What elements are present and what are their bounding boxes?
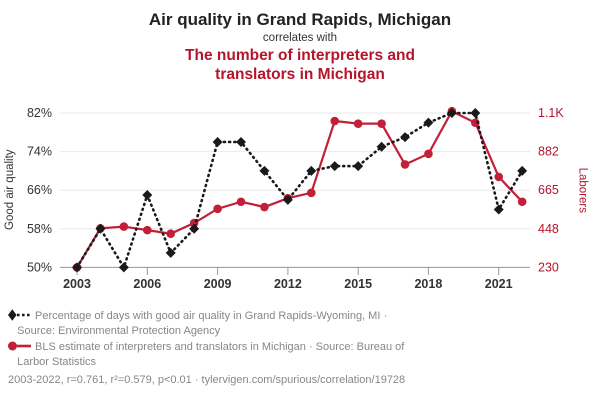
svg-text:2006: 2006 (133, 277, 161, 291)
svg-text:882: 882 (538, 145, 559, 159)
svg-text:2021: 2021 (485, 277, 513, 291)
svg-text:74%: 74% (27, 145, 52, 159)
svg-text:2003: 2003 (63, 277, 91, 291)
svg-text:66%: 66% (27, 183, 52, 197)
svg-text:1.1K: 1.1K (538, 106, 564, 120)
svg-text:230: 230 (538, 260, 559, 274)
svg-text:2015: 2015 (344, 277, 372, 291)
svg-text:665: 665 (538, 183, 559, 197)
svg-text:2012: 2012 (274, 277, 302, 291)
svg-text:58%: 58% (27, 222, 52, 236)
svg-text:2018: 2018 (414, 277, 442, 291)
svg-text:2009: 2009 (204, 277, 232, 291)
svg-text:448: 448 (538, 222, 559, 236)
svg-text:50%: 50% (27, 260, 52, 274)
svg-text:82%: 82% (27, 106, 52, 120)
